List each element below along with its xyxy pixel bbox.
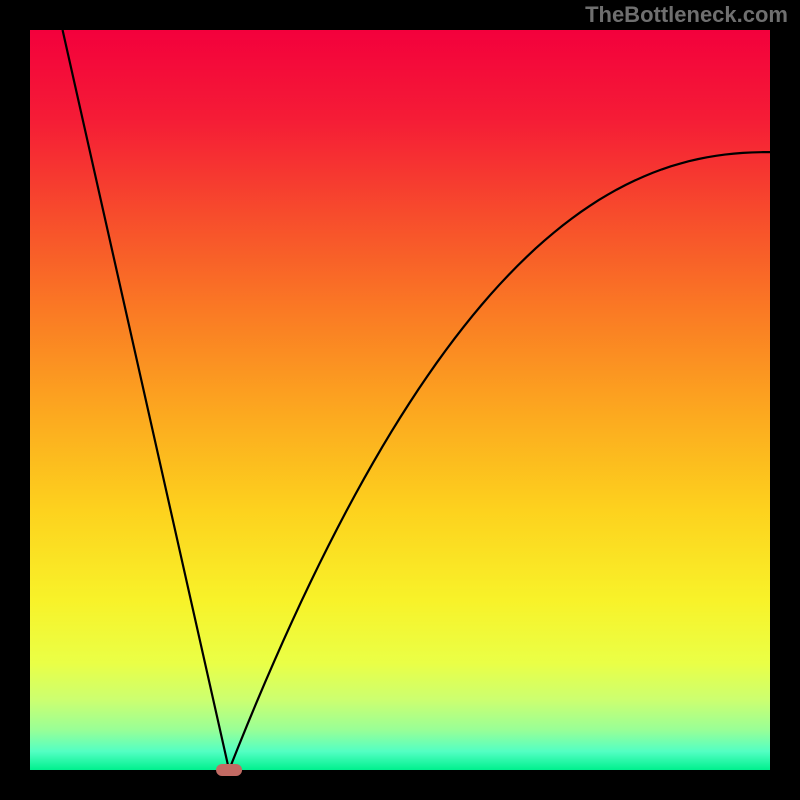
plot-background	[30, 30, 770, 770]
bottleneck-chart	[0, 0, 800, 800]
minimum-marker	[216, 764, 242, 776]
watermark-text: TheBottleneck.com	[585, 2, 788, 28]
